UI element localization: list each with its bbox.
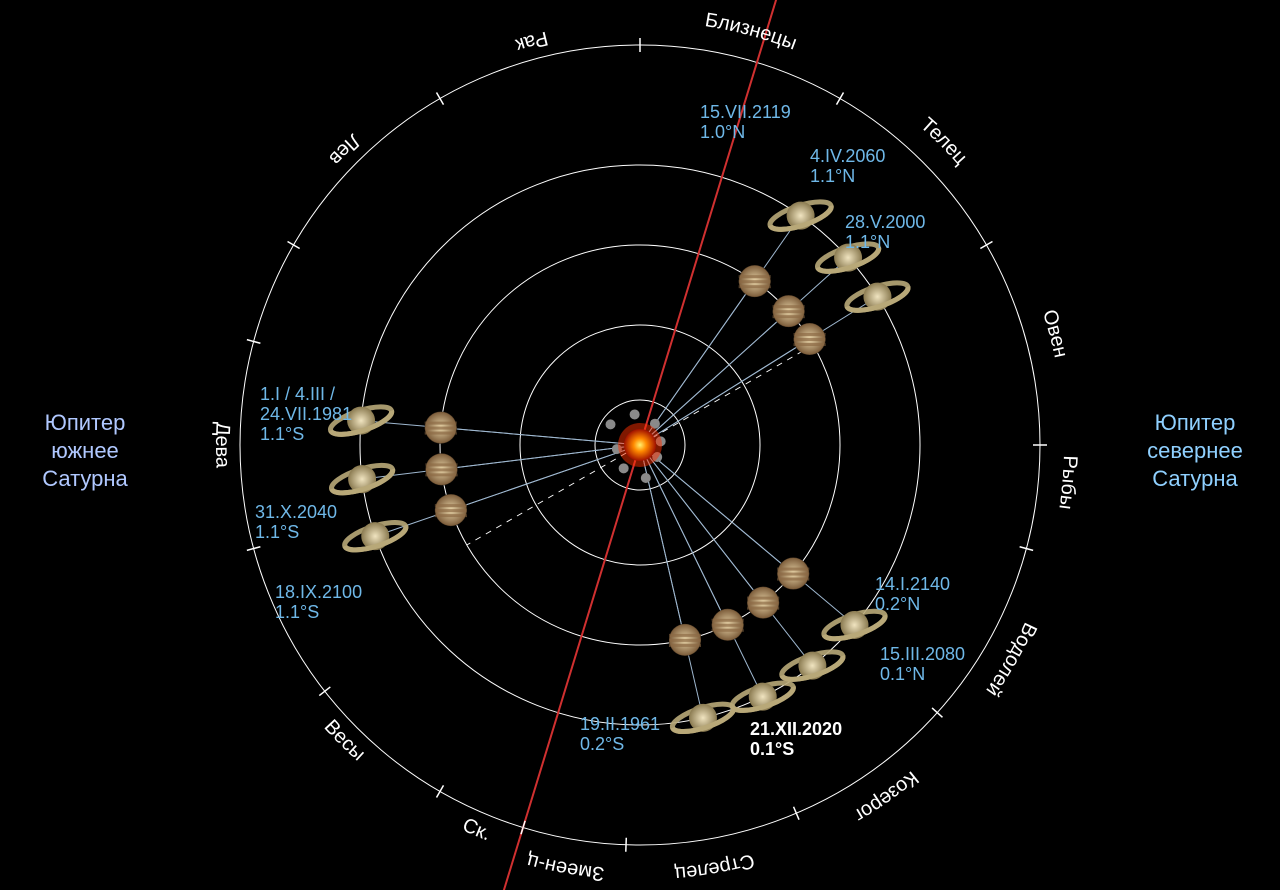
jupiter-icon bbox=[739, 265, 771, 297]
sight-line bbox=[640, 445, 763, 697]
jupiter-north-label: ЮпитерсевернееСатурна bbox=[1147, 410, 1243, 491]
zodiac-tick bbox=[288, 242, 300, 249]
zodiac-sign-label: Овен bbox=[1038, 307, 1072, 360]
zodiac-sign-label: Близнецы bbox=[703, 9, 799, 54]
zodiac-sign-label: Рыбы bbox=[1054, 455, 1081, 511]
zodiac-tick bbox=[837, 93, 844, 105]
conjunction-label-2060: 4.IV.20601.1°N bbox=[810, 146, 885, 186]
inner-planet-dot bbox=[606, 419, 616, 429]
zodiac-sign-label: Телец bbox=[916, 113, 971, 168]
jupiter-icon bbox=[435, 494, 467, 526]
jupiter-icon bbox=[425, 412, 457, 444]
inner-planet-dot bbox=[641, 473, 651, 483]
jupiter-icon bbox=[669, 624, 701, 656]
zodiac-sign-label: Рак bbox=[513, 27, 550, 57]
saturn-icon bbox=[843, 273, 913, 319]
saturn-icon bbox=[340, 513, 410, 559]
zodiac-sign-label: Водолей bbox=[981, 619, 1041, 700]
jupiter-icon bbox=[777, 558, 809, 590]
jupiter-icon bbox=[747, 587, 779, 619]
zodiac-tick bbox=[794, 807, 799, 820]
saturn-icon bbox=[327, 456, 397, 502]
conjunction-diagram: Овен Телец Близнецы Рак Лев Дева Весы Ск. Змеен-… bbox=[0, 0, 1280, 890]
zodiac-sign-label: Дева bbox=[211, 422, 234, 469]
saturn-icon bbox=[766, 192, 836, 238]
sun-icon bbox=[624, 429, 656, 461]
zodiac-tick bbox=[437, 93, 444, 105]
inner-planet-dot bbox=[619, 463, 629, 473]
zodiac-sign-label: Весы bbox=[320, 716, 370, 766]
zodiac-sign-label: Козерог bbox=[850, 767, 922, 827]
conjunction-label-2000: 28.V.20001.1°N bbox=[845, 212, 925, 252]
conjunction-label-2080: 15.III.20800.1°N bbox=[880, 644, 965, 684]
zodiac-sign-label: Змеен-ц bbox=[524, 849, 605, 884]
conjunction-label-2020: 21.XII.20200.1°S bbox=[750, 719, 842, 759]
conjunction-label-2119: 15.VII.21191.0°N bbox=[700, 102, 791, 142]
jupiter-icon bbox=[773, 295, 805, 327]
zodiac-sign-label: Ск. bbox=[459, 814, 494, 845]
conjunction-label-1961: 19.II.19610.2°S bbox=[580, 714, 660, 754]
zodiac-tick bbox=[319, 687, 330, 696]
jupiter-icon bbox=[794, 323, 826, 355]
conjunction-label-2040: 31.X.20401.1°S bbox=[255, 502, 337, 542]
saturn-icon bbox=[668, 695, 738, 741]
zodiac-tick bbox=[437, 785, 444, 797]
conjunction-label-2140: 14.I.21400.2°N bbox=[875, 574, 950, 614]
jupiter-icon bbox=[712, 609, 744, 641]
conjunction-label-2100: 18.IX.21001.1°S bbox=[275, 582, 362, 622]
zodiac-sign-label: Лев bbox=[324, 129, 364, 169]
zodiac-tick bbox=[980, 242, 992, 249]
zodiac-sign-label: Стрелец bbox=[674, 849, 757, 885]
inner-planet-dot bbox=[630, 409, 640, 419]
sight-line bbox=[640, 216, 801, 445]
sight-line bbox=[361, 421, 640, 445]
jupiter-south-label: ЮпитерюжнееСатурна bbox=[42, 410, 128, 491]
jupiter-icon bbox=[425, 453, 457, 485]
sight-line bbox=[640, 297, 877, 445]
sight-line bbox=[375, 445, 640, 536]
